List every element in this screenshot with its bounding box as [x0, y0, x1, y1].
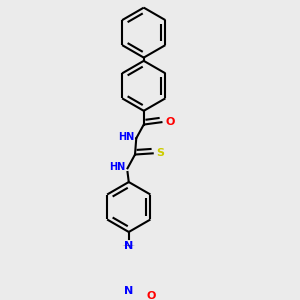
- Text: O: O: [166, 117, 175, 127]
- Text: S: S: [156, 148, 164, 158]
- Text: N: N: [124, 241, 134, 251]
- Text: HN: HN: [118, 132, 134, 142]
- Text: O: O: [146, 292, 156, 300]
- Text: HN: HN: [109, 162, 125, 172]
- Text: N: N: [124, 286, 134, 296]
